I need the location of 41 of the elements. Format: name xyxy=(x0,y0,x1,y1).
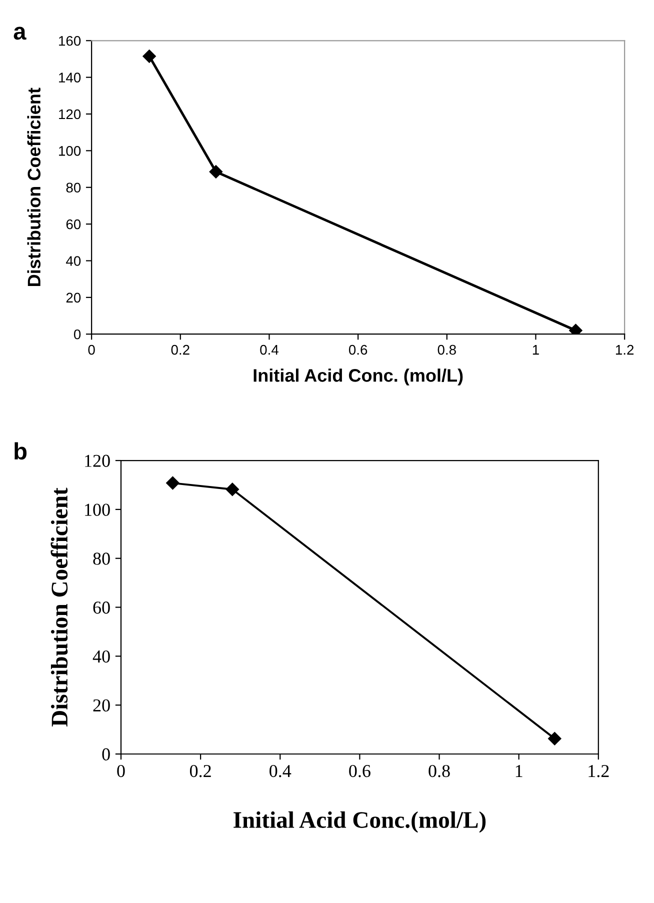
y-tick-label: 140 xyxy=(59,72,81,82)
y-tick-label: 20 xyxy=(93,699,110,712)
y-tick-label: 0 xyxy=(74,329,81,340)
x-tick-label: 1.2 xyxy=(588,764,609,778)
y-tick-label: 40 xyxy=(66,256,81,266)
y-tick-label: 0 xyxy=(102,748,110,760)
y-axis-title: Distribution Coefficient xyxy=(50,488,68,727)
y-tick-label: 100 xyxy=(85,504,110,516)
x-axis-title: Initial Acid Conc.(mol/L) xyxy=(234,811,486,833)
x-tick-label: 0.2 xyxy=(190,764,211,778)
y-tick-label: 120 xyxy=(85,454,110,467)
x-tick-label: 0.8 xyxy=(428,764,450,778)
point xyxy=(166,476,180,490)
x-tick-label: 0 xyxy=(117,764,125,778)
y-tick-label: 20 xyxy=(66,292,81,303)
y-tick-label: 80 xyxy=(93,552,110,565)
x-tick-label: 0.4 xyxy=(270,764,292,778)
point xyxy=(548,732,562,746)
x-tick-label: 0.4 xyxy=(260,344,278,355)
y-tick-label: 100 xyxy=(59,146,81,156)
x-tick-label: 0.6 xyxy=(348,344,368,355)
point xyxy=(142,50,156,63)
point xyxy=(226,482,239,496)
y-tick-label: 160 xyxy=(59,36,81,46)
y-tick-label: 120 xyxy=(59,109,81,120)
chart-title: a xyxy=(14,26,26,40)
x-tick-label: 0.8 xyxy=(438,344,456,355)
y-axis-title: Distribution Coefficient xyxy=(27,88,41,286)
x-axis-title: Initial Acid Conc. (mol/L) xyxy=(254,368,463,386)
y-tick-label: 60 xyxy=(66,219,81,230)
point xyxy=(209,165,223,178)
x-tick-label: 1 xyxy=(516,765,522,777)
x-tick-label: 1.2 xyxy=(616,344,634,355)
x-tick-label: 0.6 xyxy=(349,764,370,778)
point xyxy=(569,324,582,334)
y-tick-label: 80 xyxy=(66,182,81,193)
y-tick-label: 60 xyxy=(93,602,110,614)
y-tick-label: 40 xyxy=(92,650,110,663)
x-tick-label: 0.2 xyxy=(171,344,190,355)
chart-title: b xyxy=(14,442,27,460)
x-tick-label: 1 xyxy=(532,345,539,355)
